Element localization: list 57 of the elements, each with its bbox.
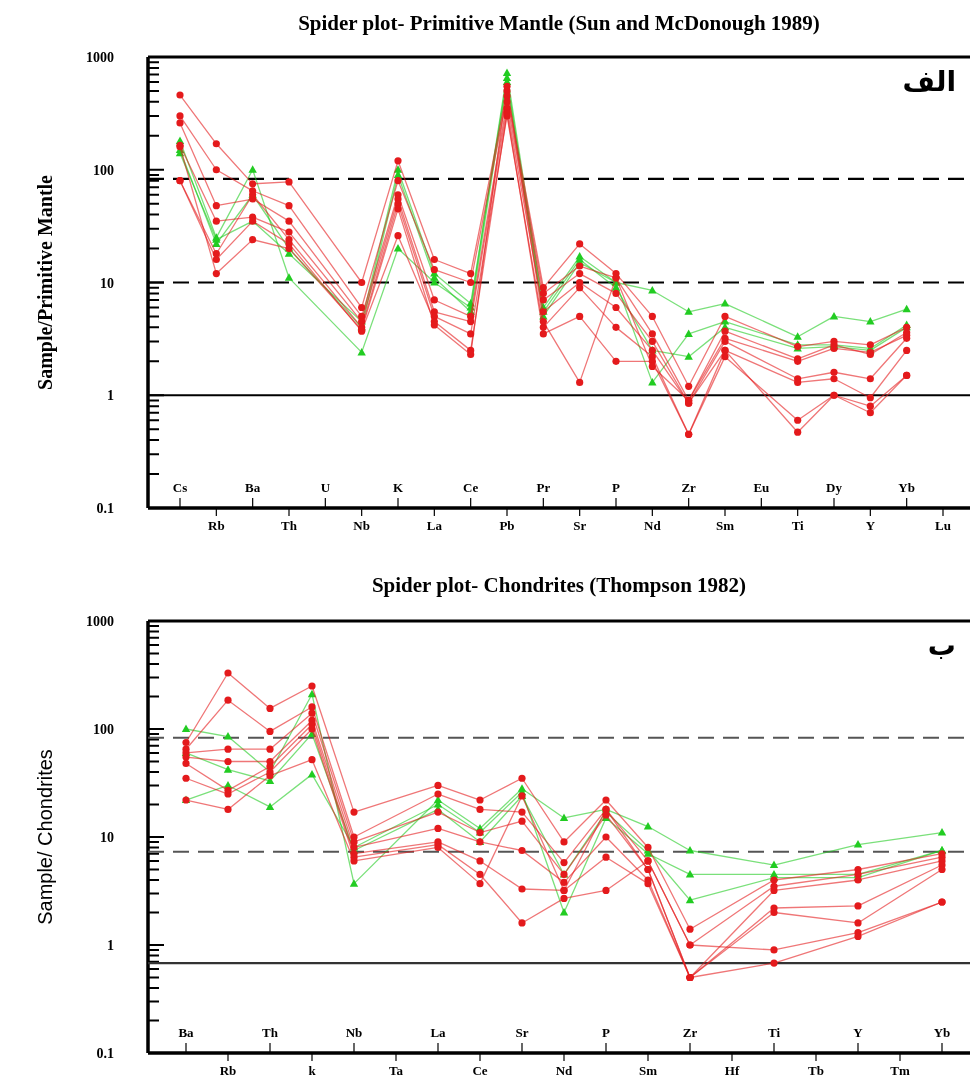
y-tick-label: 0.1 <box>96 501 114 516</box>
x-tick-label: Pr <box>536 480 551 495</box>
y-tick-label: 1000 <box>86 614 114 629</box>
y-tick-label: 0.1 <box>96 1046 114 1061</box>
x-tick-label: Ce <box>472 1063 488 1078</box>
y-tick-label: 100 <box>93 162 114 178</box>
x-tick-label: Tb <box>808 1063 824 1078</box>
chart-title: Spider plot- Primitive Mantle (Sun and McDonough 1989) <box>298 11 820 35</box>
x-tick-label: Th <box>262 1025 279 1040</box>
x-tick-label: Sm <box>715 518 735 533</box>
x-tick-label: Y <box>853 1025 864 1040</box>
x-tick-label: Hf <box>724 1063 740 1078</box>
x-tick-label: Ti <box>791 518 805 533</box>
x-tick-label: Lu <box>935 518 951 533</box>
x-tick-label: La <box>426 518 443 533</box>
x-tick-label: Cs <box>172 480 188 495</box>
y-tick-label: 1 <box>107 938 114 953</box>
x-tick-label: Nd <box>644 518 662 533</box>
x-tick-label: Yb <box>933 1025 951 1040</box>
x-tick-label: Ba <box>178 1025 195 1040</box>
x-tick-label: U <box>320 480 331 495</box>
x-tick-label: Dy <box>826 480 843 495</box>
x-tick-label: Ta <box>389 1063 404 1078</box>
x-tick-label: Eu <box>753 480 770 495</box>
x-tick-label: Ce <box>463 480 479 495</box>
x-tick-label: Zr <box>681 480 697 495</box>
x-tick-label: Sr <box>573 518 587 533</box>
x-tick-label: Rb <box>219 1063 237 1078</box>
x-tick-label: Yb <box>898 480 915 495</box>
x-tick-label: Ba <box>245 480 261 495</box>
chart-title: Spider plot- Chondrites (Thompson 1982) <box>371 573 747 597</box>
y-tick-label: 1 <box>107 388 114 404</box>
y-tick-label: 100 <box>93 722 114 737</box>
annotation: ب <box>927 629 956 662</box>
y-tick-label: 1000 <box>86 50 114 65</box>
x-tick-label: Nb <box>353 518 370 533</box>
x-tick-label: P <box>612 480 621 495</box>
x-tick-label: Rb <box>208 518 225 533</box>
annotation: الف <box>902 65 956 98</box>
x-tick-label: Th <box>281 518 298 533</box>
x-tick-label: Sr <box>515 1025 529 1040</box>
x-tick-label: Tm <box>890 1063 910 1078</box>
x-tick-label: Y <box>865 518 876 533</box>
x-tick-label: Zr <box>682 1025 698 1040</box>
y-tick-label: 10 <box>100 275 114 291</box>
x-tick-label: Sm <box>638 1063 658 1078</box>
x-tick-label: Nd <box>555 1063 574 1078</box>
x-tick-label: Nb <box>345 1025 363 1040</box>
x-tick-label: Ti <box>767 1025 781 1040</box>
y-tick-label: 10 <box>100 830 114 845</box>
y-axis-title: Sample/Primitive Mantle <box>34 174 57 390</box>
x-tick-label: La <box>430 1025 447 1040</box>
x-tick-label: K <box>392 480 404 495</box>
x-tick-label: Pb <box>499 518 515 533</box>
y-axis-title: Sample/ Chondrites <box>34 749 56 925</box>
x-tick-label: k <box>308 1063 317 1078</box>
x-tick-label: P <box>602 1025 611 1040</box>
